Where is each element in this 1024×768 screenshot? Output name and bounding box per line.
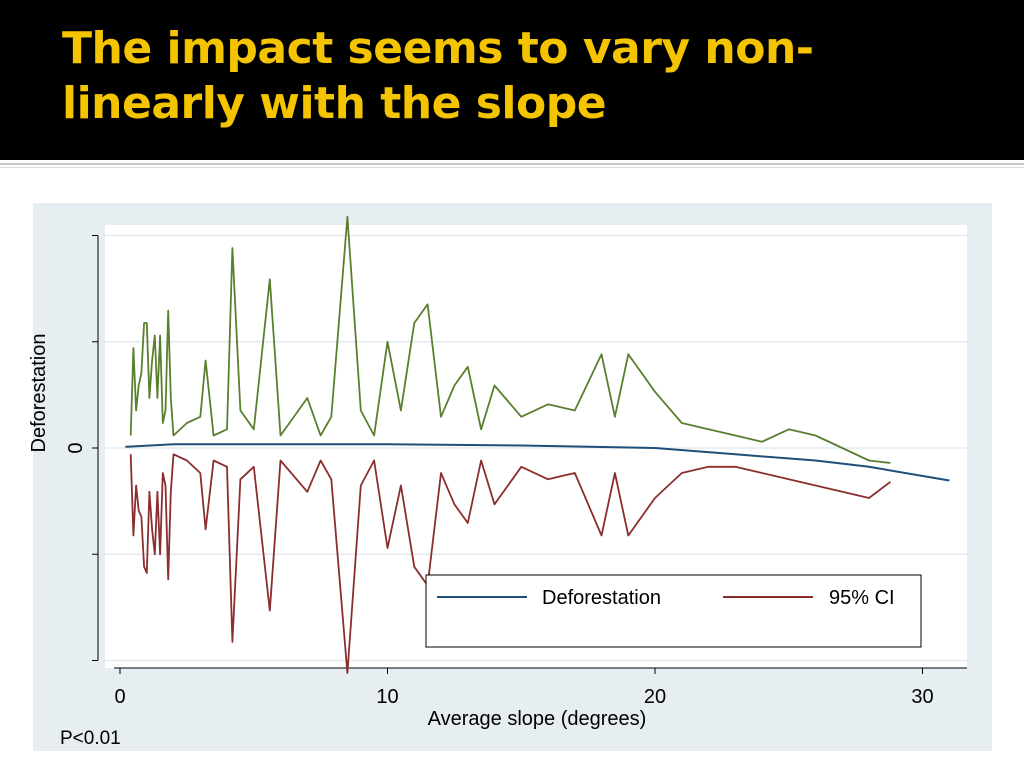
divider-line-thin xyxy=(0,167,1024,168)
series-group xyxy=(125,215,950,674)
gridlines xyxy=(105,234,967,662)
y-axis-label: Deforestation xyxy=(28,333,50,453)
slide-title: The impact seems to vary non-linearly wi… xyxy=(62,23,814,129)
divider-line xyxy=(0,163,1024,165)
title-bar: The impact seems to vary non-linearly wi… xyxy=(0,0,1024,160)
footnote: P<0.01 xyxy=(60,728,121,749)
axes: 0 10 20 30 0 xyxy=(65,235,967,708)
x-tick-label-0: 0 xyxy=(114,686,125,708)
x-axis-label: Average slope (degrees) xyxy=(428,708,647,730)
legend-label-deforestation: Deforestation xyxy=(542,587,661,609)
legend: Deforestation 95% CI xyxy=(425,574,922,648)
y-tick-label-0: 0 xyxy=(65,442,87,453)
series-ci-lower xyxy=(129,453,891,674)
x-tick-label-1: 10 xyxy=(376,686,398,708)
x-tick-label-3: 30 xyxy=(911,686,933,708)
series-deforestation xyxy=(125,443,950,482)
series-ci-upper xyxy=(129,215,891,464)
x-tick-label-2: 20 xyxy=(644,686,666,708)
legend-box xyxy=(425,574,922,648)
legend-label-ci: 95% CI xyxy=(829,587,895,609)
